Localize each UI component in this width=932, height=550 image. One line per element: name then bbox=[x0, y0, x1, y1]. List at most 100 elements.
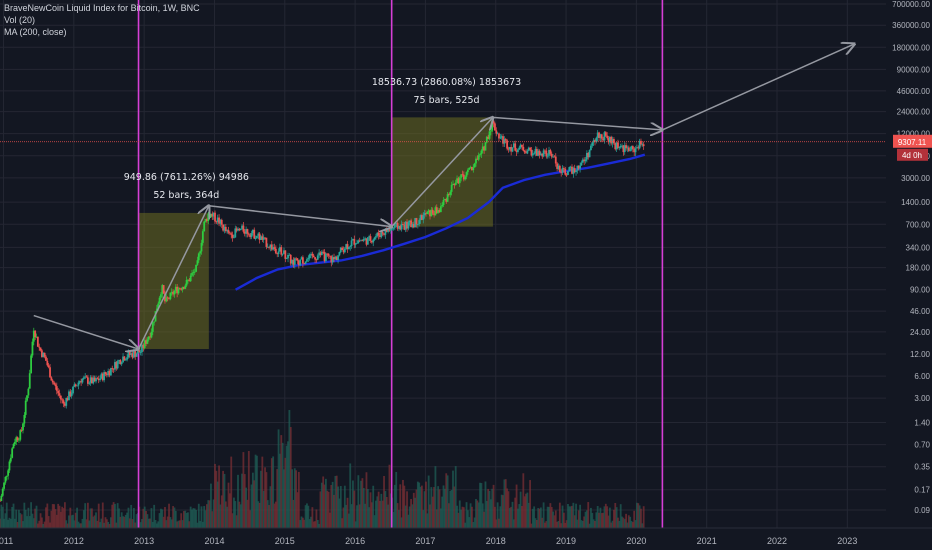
volume-bar bbox=[212, 499, 215, 528]
candle-body bbox=[131, 353, 134, 358]
volume-bar bbox=[123, 516, 126, 528]
candle-body bbox=[640, 140, 642, 145]
legend-volume[interactable]: Vol (20) bbox=[4, 15, 36, 25]
volume-bar bbox=[58, 505, 61, 528]
candle-body bbox=[161, 285, 164, 295]
candle-body bbox=[581, 159, 584, 163]
volume-bars bbox=[0, 409, 645, 528]
volume-bar bbox=[118, 508, 120, 528]
candle-body bbox=[602, 138, 605, 141]
volume-bar bbox=[598, 512, 600, 528]
candle-body bbox=[480, 150, 483, 155]
volume-bar bbox=[299, 520, 302, 528]
candle-body bbox=[142, 344, 145, 348]
volume-bar bbox=[30, 502, 33, 528]
time-axis[interactable]: 2011 2012 2013 2014 2015 2016 2017 2018 2019 2020… bbox=[0, 527, 932, 546]
candle-body bbox=[322, 251, 325, 253]
volume-bar bbox=[74, 512, 77, 528]
candle-body bbox=[132, 351, 135, 358]
volume-bar bbox=[241, 473, 243, 528]
volume-bar bbox=[545, 521, 548, 528]
candle-body bbox=[623, 145, 626, 153]
price-axis[interactable]: 0.09 0.17 0.35 0.70 1.40 3.00 6.00 12.00 24.00 46… bbox=[892, 0, 930, 515]
volume-bar bbox=[552, 511, 554, 528]
candle-body bbox=[358, 240, 361, 242]
volume-bar bbox=[607, 515, 610, 528]
candle-body bbox=[7, 470, 10, 476]
volume-bar bbox=[178, 520, 181, 528]
legend-title[interactable]: BraveNewCoin Liquid Index for Bitcoin, 1… bbox=[4, 3, 200, 13]
candle-body bbox=[215, 221, 218, 223]
candle-body bbox=[197, 253, 200, 261]
volume-bar bbox=[406, 491, 408, 528]
volume-bar bbox=[223, 473, 226, 528]
volume-bar bbox=[22, 521, 24, 528]
candle-body bbox=[406, 221, 408, 229]
volume-bar bbox=[291, 469, 293, 528]
candle-body bbox=[544, 150, 546, 152]
volume-bar bbox=[353, 490, 356, 528]
countdown-badge-value: 4d 0h bbox=[902, 151, 922, 160]
candle-body bbox=[571, 166, 573, 174]
candle-body bbox=[522, 146, 525, 151]
volume-bar bbox=[585, 510, 588, 528]
y-tick-label: 90.00 bbox=[910, 286, 931, 295]
volume-bar bbox=[28, 516, 31, 528]
volume-bar bbox=[462, 507, 465, 528]
y-tick-label: 24000.00 bbox=[897, 108, 931, 117]
candle-body bbox=[69, 391, 72, 397]
x-tick-label: 2022 bbox=[767, 536, 787, 546]
volume-bar bbox=[500, 494, 503, 528]
volume-bar bbox=[454, 466, 457, 528]
volume-bar bbox=[268, 505, 270, 528]
volume-bar bbox=[584, 511, 587, 528]
volume-bar bbox=[253, 480, 256, 528]
volume-bar bbox=[457, 512, 460, 528]
candle-body bbox=[472, 167, 475, 171]
volume-bar bbox=[315, 509, 318, 528]
candle-body bbox=[622, 145, 625, 153]
volume-bar bbox=[80, 523, 83, 528]
volume-bar bbox=[487, 488, 490, 528]
volume-bar bbox=[111, 504, 114, 528]
candle-body bbox=[157, 303, 160, 309]
candle-body bbox=[0, 500, 1, 502]
volume-bar bbox=[526, 492, 529, 528]
candle-body bbox=[508, 146, 511, 150]
volume-bar bbox=[488, 490, 491, 528]
volume-bar bbox=[619, 504, 622, 528]
candle-body bbox=[377, 232, 380, 236]
volume-bar bbox=[184, 510, 187, 528]
candle-body bbox=[199, 251, 202, 254]
volume-bar bbox=[302, 517, 304, 528]
volume-bar bbox=[49, 522, 51, 528]
volume-bar bbox=[210, 483, 212, 528]
volume-bar bbox=[151, 521, 154, 528]
volume-bar bbox=[489, 499, 492, 528]
candle-body bbox=[630, 146, 633, 150]
candle-body bbox=[633, 148, 636, 153]
candle-body bbox=[280, 247, 283, 255]
candle-body bbox=[170, 291, 173, 293]
candle-body bbox=[266, 246, 269, 248]
candle-body bbox=[254, 238, 257, 239]
candle-body bbox=[326, 253, 329, 255]
volume-bar bbox=[228, 493, 231, 528]
volume-bar bbox=[477, 502, 480, 528]
volume-bar bbox=[41, 517, 43, 528]
x-tick-label: 2018 bbox=[486, 536, 506, 546]
candle-body bbox=[36, 336, 39, 347]
volume-bar bbox=[214, 463, 216, 528]
candle-body bbox=[103, 372, 106, 381]
volume-bar bbox=[572, 502, 575, 528]
volume-bar bbox=[257, 501, 260, 528]
legend-ma[interactable]: MA (200, close) bbox=[4, 27, 67, 37]
volume-bar bbox=[494, 506, 496, 528]
candle-body bbox=[279, 247, 281, 252]
volume-bar bbox=[141, 518, 143, 528]
candle-body bbox=[319, 252, 322, 256]
candle-body bbox=[154, 311, 157, 322]
candle-body bbox=[350, 240, 353, 247]
candle-body bbox=[200, 242, 203, 252]
